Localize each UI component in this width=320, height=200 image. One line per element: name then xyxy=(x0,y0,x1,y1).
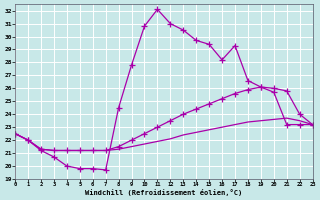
X-axis label: Windchill (Refroidissement éolien,°C): Windchill (Refroidissement éolien,°C) xyxy=(85,189,243,196)
